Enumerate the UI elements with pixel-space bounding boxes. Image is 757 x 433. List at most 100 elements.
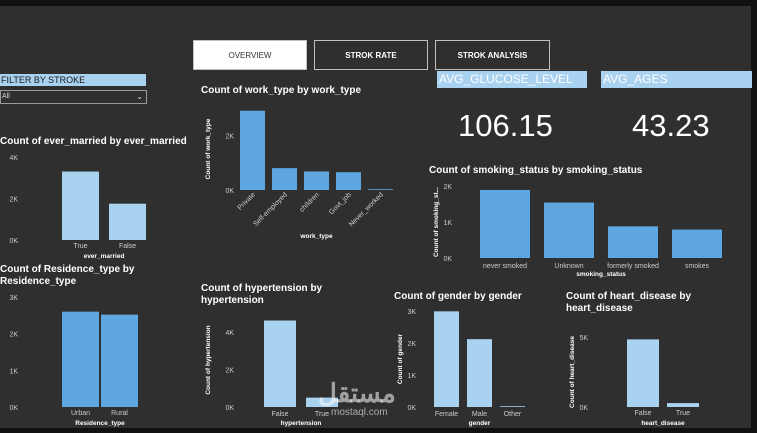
x-tick-label: Govt_job <box>328 191 353 216</box>
chevron-down-icon: ⌄ <box>136 92 143 101</box>
window-right-border <box>751 0 757 433</box>
bar-formerly-smoked <box>608 226 658 258</box>
bar-false <box>109 203 146 240</box>
bar-urban <box>62 311 99 407</box>
y-tick-label: 2K <box>9 332 18 339</box>
x-tick-label: Never_worked <box>348 191 385 228</box>
y-tick-label: 4K <box>9 155 18 162</box>
kpi-avg-glucose-label: AVG_GLUCOSE_LEVEL <box>437 71 587 88</box>
chart-hypertension: 0K 2K 4K Count of hypertension False True hype… <box>205 320 338 427</box>
bar-false <box>627 339 659 407</box>
stroke-filter-dropdown[interactable]: All ⌄ <box>0 90 147 104</box>
x-tick-label: Rural <box>111 410 128 417</box>
x-tick-label: True <box>315 411 329 418</box>
bar-self-employed <box>272 168 297 190</box>
y-tick-label: 3K <box>9 295 18 302</box>
x-axis-title: gender <box>469 420 491 427</box>
chart-residence-type: 0K 1K 2K 3K Urban Rural Residence_type <box>9 295 138 427</box>
bar-never-smoked <box>480 189 530 258</box>
x-tick-label: Private <box>237 191 257 211</box>
bar-smokes <box>672 229 722 258</box>
y-tick-label: 0K <box>407 405 416 412</box>
x-tick-label: Unknown <box>554 263 583 270</box>
filter-by-stroke-label: FILTER BY STROKE <box>0 74 146 86</box>
x-axis-title: hypertension <box>281 420 322 427</box>
y-tick-label: 3K <box>407 309 416 316</box>
y-tick-label: 1K <box>9 368 18 375</box>
y-tick-label: 1K <box>443 220 452 227</box>
chart-title-residence-type: Count of Residence_type by Residence_typ… <box>0 264 135 287</box>
x-tick-label: smokes <box>685 263 710 270</box>
x-axis-title: Residence_type <box>75 420 125 427</box>
chart-ever-married: 0K 2K 4K True False ever_married <box>9 155 146 260</box>
chart-title-hypertension: Count of hypertension by hypertension <box>201 283 323 306</box>
chart-gender: 0K 1K 2K 3K Count of gender Female Male Other ge… <box>397 309 525 427</box>
y-tick-label: 2K <box>225 367 234 374</box>
y-tick-label: 0K <box>579 405 588 412</box>
x-axis-title: ever_married <box>84 253 125 260</box>
y-axis-title: Count of work_type <box>205 118 212 179</box>
bar-false <box>264 320 296 407</box>
x-tick-label: Self-employed <box>252 191 289 228</box>
kpi-avg-ages-value: 43.23 <box>632 108 710 143</box>
x-tick-label: Female <box>435 411 458 418</box>
y-tick-label: 0K <box>225 188 234 195</box>
y-tick-label: 0K <box>443 256 452 263</box>
bar-govt-job <box>336 172 361 190</box>
kpi-avg-ages-label: AVG_AGES <box>601 71 752 88</box>
x-axis-title: work_type <box>299 233 333 240</box>
window-top-border <box>0 0 757 6</box>
x-axis-title: smoking_status <box>576 271 626 278</box>
kpi-avg-glucose-value: 106.15 <box>458 108 553 143</box>
y-axis-title: Count of gender <box>397 333 404 384</box>
y-axis-title: Count of heart_disease <box>569 336 576 408</box>
y-tick-label: 2K <box>407 341 416 348</box>
y-tick-label: 0K <box>9 405 18 412</box>
x-tick-label: formerly smoked <box>607 263 659 270</box>
bar-true <box>306 397 338 407</box>
y-tick-label: 0K <box>9 238 18 245</box>
y-tick-label: 2K <box>443 184 452 191</box>
x-tick-label: False <box>634 410 651 417</box>
y-tick-label: 5K <box>579 335 588 342</box>
x-tick-label: False <box>271 411 288 418</box>
mostaql-logo-watermark: مستقل <box>318 378 396 408</box>
chart-title-work-type: Count of work_type by work_type <box>201 85 362 96</box>
bar-unknown <box>544 202 594 258</box>
bar-true <box>62 171 99 240</box>
x-tick-label: never smoked <box>483 263 527 270</box>
chart-work-type: 0K 2K Count of work_type PrivateSelf-employ… <box>205 110 393 240</box>
y-tick-label: 4K <box>225 330 234 337</box>
x-tick-label: True <box>73 243 87 250</box>
bar-male <box>467 339 492 407</box>
bar-female <box>434 311 459 407</box>
chart-title-heart-disease: Count of heart_disease by heart_disease <box>566 291 692 314</box>
bar-children <box>304 171 329 190</box>
mostaql-url-watermark: mostaql.com <box>331 407 388 418</box>
x-tick-label: Other <box>504 411 522 418</box>
x-axis-title: heart_disease <box>641 420 685 427</box>
tab-overview[interactable]: OVERVIEW <box>193 40 307 70</box>
y-tick-label: 0K <box>225 405 234 412</box>
chart-title-gender: Count of gender by gender <box>394 291 522 302</box>
x-tick-label: Urban <box>71 410 90 417</box>
y-tick-label: 2K <box>225 133 234 140</box>
x-tick-label: True <box>676 410 690 417</box>
chart-title-ever-married: Count of ever_married by ever_married <box>0 136 187 147</box>
stroke-filter-value: All <box>2 93 10 100</box>
bar-other <box>500 406 525 407</box>
chart-title-smoking-status: Count of smoking_status by smoking_statu… <box>429 165 643 176</box>
y-axis-title: Count of hypertension <box>205 325 212 394</box>
tab-strok-rate[interactable]: STROK RATE <box>314 40 428 70</box>
tab-strok-analysis[interactable]: STROK ANALYSIS <box>435 40 550 70</box>
x-tick-label: children <box>299 191 321 213</box>
y-tick-label: 2K <box>9 197 18 204</box>
y-axis-title: Count of smoking_st... <box>433 187 440 257</box>
window-bottom-border <box>0 428 757 433</box>
x-tick-label: Male <box>472 411 487 418</box>
y-tick-label: 1K <box>407 373 416 380</box>
bar-never-worked <box>368 189 393 190</box>
bar-private <box>240 110 265 190</box>
